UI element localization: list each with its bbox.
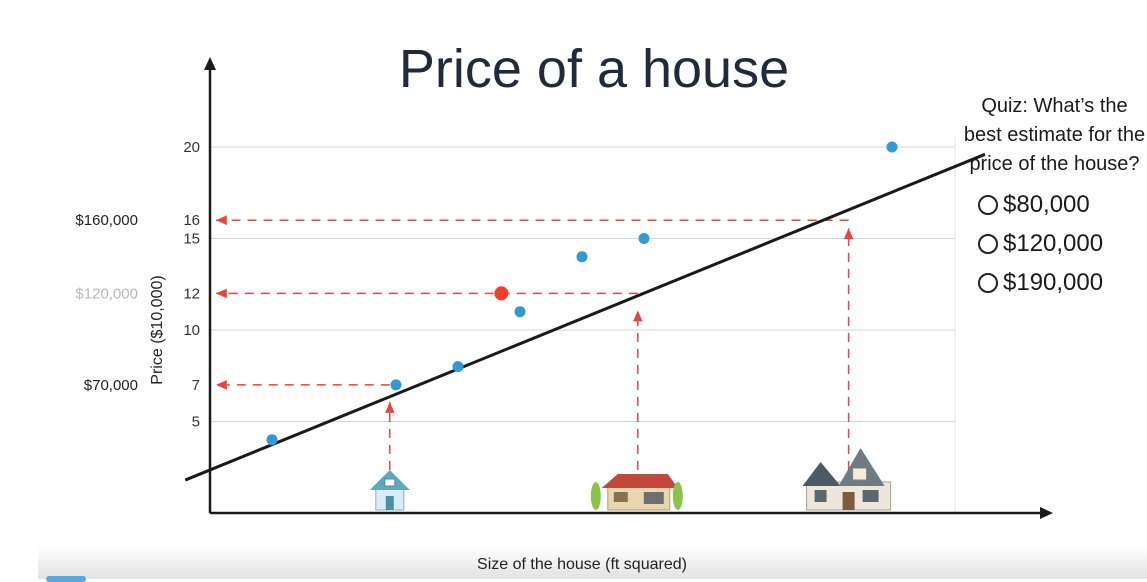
fit-line [184, 152, 986, 482]
data-point [886, 141, 898, 153]
data-point [266, 434, 278, 446]
price-annotation-label: $160,000 [75, 212, 138, 229]
data-point [576, 251, 588, 263]
tree [590, 482, 601, 510]
quiz-option-190000[interactable]: $190,000 [978, 263, 1147, 302]
house-window [814, 490, 827, 502]
video-control-bar[interactable] [38, 546, 1147, 579]
data-point [514, 306, 526, 318]
small-house-icon [369, 470, 410, 511]
highlighted-data-point [494, 286, 509, 301]
axes [204, 57, 1053, 519]
x-axis-label: Size of the house (ft squared) [477, 556, 687, 573]
y-axis-arrow [204, 57, 216, 70]
y-tick-label: 12 [183, 285, 200, 302]
y-tick-label: 5 [192, 414, 200, 431]
tick-labels: 5 7 10 12 15 16 20 Price ($10,000) $160,000 $120,… [75, 139, 200, 431]
radio-button[interactable] [978, 272, 998, 293]
quiz-option-label: $120,000 [1003, 229, 1104, 257]
quiz-question: Quiz: What’s the best estimate for the p… [963, 95, 1146, 175]
house-window [613, 492, 628, 502]
y-tick-label: 16 [183, 212, 200, 229]
house-roof [838, 448, 885, 486]
house-window [862, 490, 879, 502]
house-door [385, 496, 394, 510]
quiz-option-label: $190,000 [1003, 268, 1104, 296]
regression-line [184, 152, 986, 482]
y-axis-label: Price ($10,000) [149, 275, 166, 384]
large-house-icon [802, 448, 892, 511]
house-window [852, 467, 868, 481]
x-axis-arrow [1040, 507, 1053, 519]
quiz-option-80000[interactable]: $80,000 [978, 185, 1147, 224]
price-annotation-label: $120,000 [75, 285, 138, 302]
quiz-panel: Quiz: What’s the best estimate for the p… [962, 92, 1147, 302]
progress-indicator[interactable] [46, 576, 86, 582]
quiz-option-label: $80,000 [1003, 190, 1090, 218]
house-icons [369, 448, 892, 511]
data-point [390, 379, 402, 391]
y-tick-label: 10 [183, 322, 200, 339]
data-point [452, 361, 464, 373]
radio-button[interactable] [978, 233, 998, 254]
radio-button[interactable] [978, 194, 998, 215]
house-window [384, 478, 396, 487]
guide-lines [216, 215, 854, 470]
tree [672, 482, 683, 510]
house-garage [643, 492, 664, 504]
quiz-option-120000[interactable]: $120,000 [978, 224, 1147, 263]
grid-lines [210, 137, 956, 513]
price-annotation-label: $70,000 [84, 377, 138, 394]
house-door [842, 492, 855, 510]
data-points [266, 141, 898, 446]
data-point [638, 233, 650, 244]
house-roof [802, 462, 841, 486]
page-title: Price of a house [398, 39, 790, 99]
y-tick-label: 15 [183, 231, 200, 248]
medium-house-icon [590, 474, 683, 511]
y-tick-label: 7 [192, 377, 200, 394]
y-tick-label: 20 [183, 139, 200, 156]
house-roof [601, 474, 678, 488]
